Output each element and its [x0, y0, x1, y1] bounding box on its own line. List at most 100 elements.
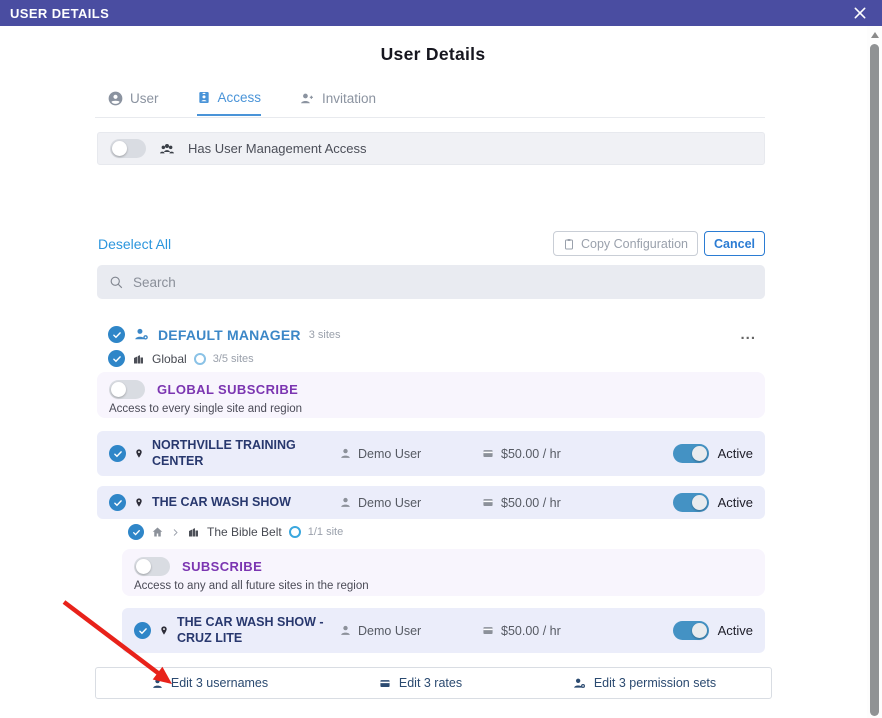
map-pin-icon: [159, 624, 169, 637]
copy-configuration-button[interactable]: Copy Configuration: [553, 231, 698, 256]
map-pin-icon: [134, 496, 144, 509]
global-subscribe-label: GLOBAL SUBSCRIBE: [157, 382, 299, 397]
tab-access[interactable]: Access: [196, 90, 262, 116]
edit-permission-sets-label: Edit 3 permission sets: [593, 676, 717, 690]
bulk-edit-footer: Edit 3 usernames Edit 3 rates Edit 3 per…: [95, 667, 772, 699]
site-rate: $50.00 / hr: [501, 495, 561, 510]
site-name: NORTHVILLE TRAINING CENTER: [152, 437, 296, 468]
chevron-right-icon: [171, 528, 180, 537]
site-row: THE CAR WASH SHOW Demo User $50.00 / hr …: [97, 486, 765, 519]
global-subscribe-toggle[interactable]: [109, 380, 145, 399]
search-bar: [97, 265, 765, 299]
users-group-icon: [158, 141, 176, 157]
person-icon: [151, 677, 164, 690]
modal-titlebar-title: USER DETAILS: [10, 5, 110, 21]
region-name: The Bible Belt: [207, 525, 282, 539]
subscribe-block: SUBSCRIBE Access to any and all future s…: [122, 549, 765, 596]
toggle-knob: [691, 623, 707, 638]
global-subscribe-block: GLOBAL SUBSCRIBE Access to every single …: [97, 372, 765, 418]
check-circle-icon[interactable]: [109, 445, 126, 462]
organization-icon: [132, 353, 145, 365]
permission-set-row: DEFAULT MANAGER 3 sites ...: [108, 326, 756, 343]
scrollbar-thumb[interactable]: [870, 44, 879, 716]
site-name: THE CAR WASH SHOW - CRUZ LITE: [177, 614, 324, 645]
region-breadcrumb: The Bible Belt 1/1 site: [128, 524, 343, 540]
tab-invitation-label: Invitation: [322, 91, 377, 106]
person-circle-icon: [108, 91, 123, 106]
search-input[interactable]: [133, 274, 753, 290]
credit-card-icon: [481, 497, 495, 508]
site-active-toggle[interactable]: [672, 493, 709, 512]
scroll-up-arrow-icon[interactable]: [870, 32, 879, 38]
tab-user[interactable]: User: [108, 90, 159, 116]
close-icon[interactable]: [850, 3, 870, 23]
cancel-label: Cancel: [714, 236, 755, 251]
user-management-access-row: Has User Management Access: [97, 132, 765, 165]
permission-set-name[interactable]: DEFAULT MANAGER: [158, 326, 301, 343]
check-circle-icon[interactable]: [134, 622, 151, 639]
site-row: THE CAR WASH SHOW - CRUZ LITE Demo User …: [122, 608, 765, 653]
tab-access-label: Access: [217, 90, 262, 105]
search-icon: [109, 275, 124, 290]
site-name: THE CAR WASH SHOW: [152, 494, 291, 509]
credit-card-icon: [378, 678, 392, 689]
site-status-label: Active: [717, 446, 753, 461]
person-gear-icon: [133, 327, 150, 342]
id-badge-icon: [197, 90, 211, 105]
person-icon: [339, 624, 352, 637]
site-user: Demo User: [358, 446, 422, 461]
global-scope-row: Global 3/5 sites: [108, 350, 254, 367]
copy-configuration-label: Copy Configuration: [580, 236, 688, 251]
tab-invitation[interactable]: Invitation: [299, 90, 376, 116]
credit-card-icon: [481, 625, 495, 636]
deselect-all-link[interactable]: Deselect All: [98, 236, 172, 252]
edit-usernames-button[interactable]: Edit 3 usernames: [151, 676, 268, 690]
toggle-knob: [136, 559, 151, 574]
toggle-knob: [111, 382, 126, 397]
site-rate: $50.00 / hr: [501, 623, 561, 638]
user-management-access-label: Has User Management Access: [188, 141, 367, 156]
toggle-knob: [691, 446, 707, 461]
progress-ring-icon: [193, 352, 206, 365]
person-plus-icon: [299, 91, 315, 106]
cancel-button[interactable]: Cancel: [704, 231, 765, 256]
check-circle-icon[interactable]: [108, 326, 125, 343]
site-user: Demo User: [358, 623, 422, 638]
global-subscribe-description: Access to every single site and region: [109, 403, 303, 415]
subscribe-toggle[interactable]: [134, 557, 170, 576]
tab-user-label: User: [130, 91, 159, 106]
tab-bar: User Access Invitation: [108, 90, 376, 116]
region-site-count: 1/1 site: [307, 526, 344, 538]
subscribe-description: Access to any and all future sites in th…: [134, 580, 369, 592]
user-management-access-toggle[interactable]: [110, 139, 146, 158]
organization-icon: [187, 526, 200, 538]
home-icon[interactable]: [151, 526, 164, 538]
toggle-knob: [112, 141, 127, 156]
toggle-knob: [691, 495, 707, 510]
site-active-toggle[interactable]: [672, 621, 709, 640]
edit-permission-sets-button[interactable]: Edit 3 permission sets: [572, 676, 716, 690]
person-gear-icon: [572, 677, 587, 690]
site-status-label: Active: [717, 623, 753, 638]
site-rate: $50.00 / hr: [501, 446, 561, 461]
check-circle-icon[interactable]: [109, 494, 126, 511]
credit-card-icon: [481, 448, 495, 459]
more-options-menu[interactable]: ...: [740, 325, 756, 343]
edit-rates-label: Edit 3 rates: [398, 676, 463, 690]
subscribe-label: SUBSCRIBE: [182, 559, 263, 574]
check-circle-icon[interactable]: [128, 524, 144, 540]
site-active-toggle[interactable]: [672, 444, 709, 463]
permission-set-site-count: 3 sites: [308, 328, 341, 341]
tabs-divider: [95, 117, 765, 118]
vertical-scrollbar[interactable]: [867, 26, 882, 718]
person-icon: [339, 496, 352, 509]
map-pin-icon: [134, 447, 144, 460]
site-status-label: Active: [717, 495, 753, 510]
modal-titlebar: USER DETAILS: [0, 0, 882, 26]
check-circle-icon[interactable]: [108, 350, 125, 367]
edit-rates-button[interactable]: Edit 3 rates: [378, 676, 462, 690]
page-title: User Details: [380, 44, 486, 64]
global-scope-site-count: 3/5 sites: [212, 352, 254, 365]
clipboard-icon: [563, 237, 575, 251]
